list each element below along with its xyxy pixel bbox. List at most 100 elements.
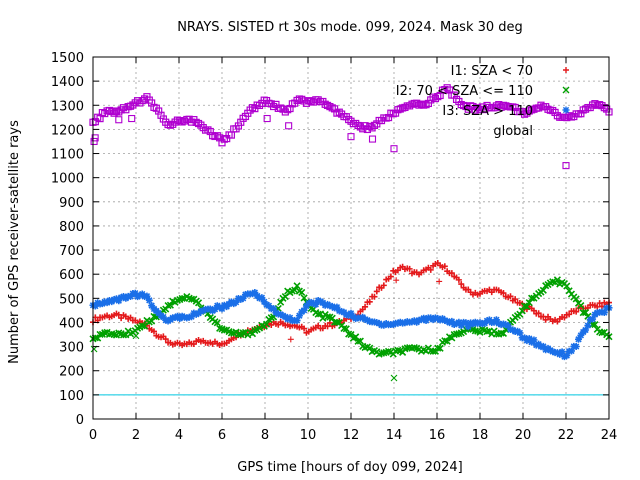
point-square <box>309 98 318 106</box>
point-square <box>450 91 458 99</box>
point-cross <box>443 337 451 345</box>
point-star <box>560 353 568 361</box>
point-star <box>188 313 196 321</box>
point-square <box>138 97 146 105</box>
point-square <box>246 106 254 114</box>
point-square <box>591 100 599 108</box>
point-square <box>237 118 245 126</box>
point-plus <box>301 325 308 332</box>
point-square <box>565 112 573 120</box>
point-star <box>218 305 226 313</box>
point-square <box>272 100 280 109</box>
point-cross <box>213 319 221 327</box>
point-square <box>347 133 355 141</box>
point-cross <box>390 374 398 382</box>
point-star <box>408 318 416 326</box>
point-square <box>298 95 306 103</box>
point-square <box>390 145 398 153</box>
point-square <box>239 114 247 122</box>
point-star <box>471 318 479 326</box>
point-star <box>492 316 500 324</box>
point-star <box>457 321 465 329</box>
legend-label: global <box>493 124 533 139</box>
x-tick-label: 2 <box>132 428 140 443</box>
point-plus <box>441 263 448 270</box>
point-star <box>295 312 303 320</box>
point-star <box>239 294 247 302</box>
point-cross <box>319 314 327 322</box>
point-square <box>333 109 341 117</box>
point-square <box>285 122 293 130</box>
y-tick-label: 1200 <box>51 123 84 138</box>
point-square <box>366 122 374 131</box>
point-star <box>131 289 139 297</box>
y-tick-label: 1500 <box>51 51 84 66</box>
point-cross <box>110 331 118 339</box>
point-square <box>481 105 489 114</box>
point-square <box>459 101 468 110</box>
x-tick-label: 20 <box>515 428 532 443</box>
point-plus <box>427 266 434 273</box>
point-star <box>455 318 463 326</box>
point-cross <box>323 313 332 321</box>
point-square <box>119 104 128 112</box>
point-cross <box>277 298 285 306</box>
point-square <box>110 109 118 117</box>
point-square <box>133 97 142 105</box>
point-star <box>190 309 198 317</box>
point-star <box>91 302 99 310</box>
point-square <box>562 162 570 170</box>
x-tick-label: 0 <box>89 428 97 443</box>
point-plus <box>500 290 507 297</box>
point-plus <box>371 293 378 300</box>
point-plus <box>458 281 465 288</box>
y-tick-label: 300 <box>59 341 84 356</box>
legend-label: I1: SZA < 70 <box>451 64 533 79</box>
point-square <box>347 117 355 125</box>
x-tick-label: 6 <box>218 428 226 443</box>
x-axis-label: GPS time [hours of doy 099, 2024] <box>237 460 462 475</box>
legend: I1: SZA < 70 I2: 70 < SZA <= 110 I3: SZA >… <box>396 64 570 139</box>
point-square <box>136 99 144 107</box>
point-star <box>305 299 313 307</box>
point-star <box>584 321 592 329</box>
point-square <box>321 100 329 108</box>
point-plus <box>162 336 169 343</box>
point-plus <box>366 298 373 305</box>
point-star <box>232 298 240 306</box>
point-square <box>549 106 557 115</box>
point-square <box>164 120 172 129</box>
point-cross <box>298 288 306 297</box>
point-plus <box>380 282 387 289</box>
point-cross <box>539 286 547 294</box>
point-star <box>600 309 608 317</box>
point-star <box>143 292 151 300</box>
point-star <box>199 307 207 315</box>
point-star <box>546 346 554 354</box>
point-star <box>504 322 512 330</box>
point-plus <box>535 310 542 317</box>
point-star <box>300 306 308 314</box>
point-star <box>127 292 135 300</box>
point-star <box>502 321 510 329</box>
point-plus <box>566 311 573 318</box>
point-star <box>567 347 575 355</box>
point-square <box>497 103 505 111</box>
point-square <box>284 106 292 114</box>
y-tick-label: 500 <box>59 292 84 307</box>
point-square <box>429 93 437 101</box>
point-square <box>169 120 177 128</box>
x-tick-label: 14 <box>386 428 403 443</box>
point-star <box>192 310 200 318</box>
point-star <box>589 315 597 323</box>
point-star <box>539 342 547 350</box>
point-square <box>502 102 510 110</box>
point-square <box>293 96 301 105</box>
point-square <box>263 114 271 123</box>
y-tick-label: 1400 <box>51 75 84 90</box>
point-plus <box>573 308 580 315</box>
point-star <box>105 297 113 305</box>
point-square <box>171 118 179 126</box>
point-square <box>581 105 590 113</box>
